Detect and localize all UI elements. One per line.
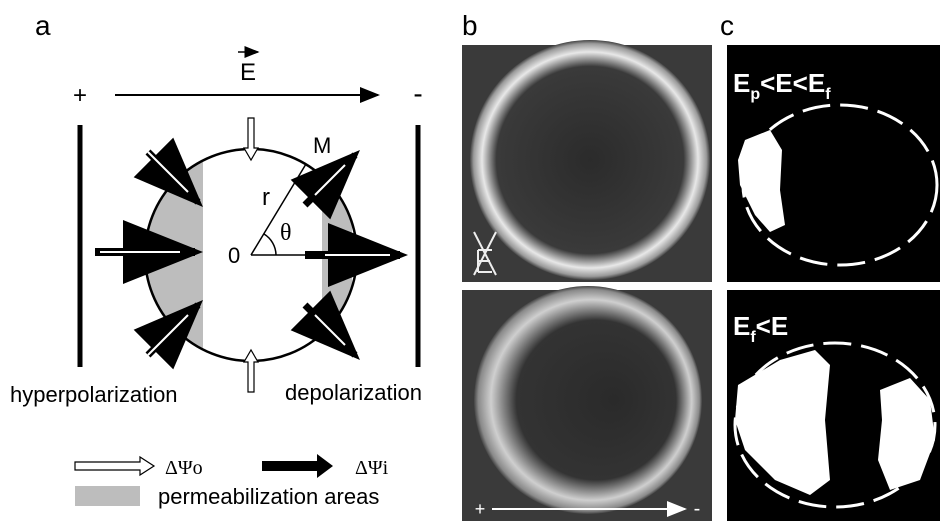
condition-label: Ef<E [733, 311, 788, 346]
panel-c: c Ep<E<Ef Ef<E [720, 10, 940, 521]
legend-outer-label: ΔΨo [165, 457, 203, 479]
legend-inner-arrow [262, 454, 333, 478]
angle-label: θ [280, 220, 292, 246]
arrows [95, 118, 400, 392]
figure: a E + - M r θ 0 hyperpolarization depola… [0, 0, 940, 521]
origin-label: 0 [228, 243, 240, 268]
cell-image [470, 40, 710, 280]
legend-area-swatch [75, 486, 140, 506]
minus-sign: - [694, 498, 701, 520]
panel-label: b [462, 10, 478, 41]
legend-inner-label: ΔΨi [355, 457, 389, 479]
radius-label: r [262, 184, 270, 211]
minus-sign: - [413, 78, 422, 109]
depolarization-label: depolarization [285, 380, 422, 405]
legend-area-label: permeabilization areas [158, 484, 379, 509]
plus-sign: + [475, 499, 486, 519]
hyperpolarization-label: hyperpolarization [10, 382, 178, 407]
angle-arc [264, 234, 276, 255]
panel-label: a [35, 10, 51, 41]
point-label: M [313, 133, 331, 158]
panel-a: a E + - M r θ 0 hyperpolarization depola… [10, 10, 423, 509]
cell-image [474, 286, 702, 514]
field-label: E [240, 59, 256, 86]
panel-b: b + - [462, 10, 712, 521]
legend-outer-arrow [75, 457, 154, 475]
panel-label: c [720, 10, 734, 41]
radius-line [251, 164, 306, 255]
condition-label: Ep<E<Ef [733, 68, 831, 103]
plus-sign: + [73, 82, 87, 109]
